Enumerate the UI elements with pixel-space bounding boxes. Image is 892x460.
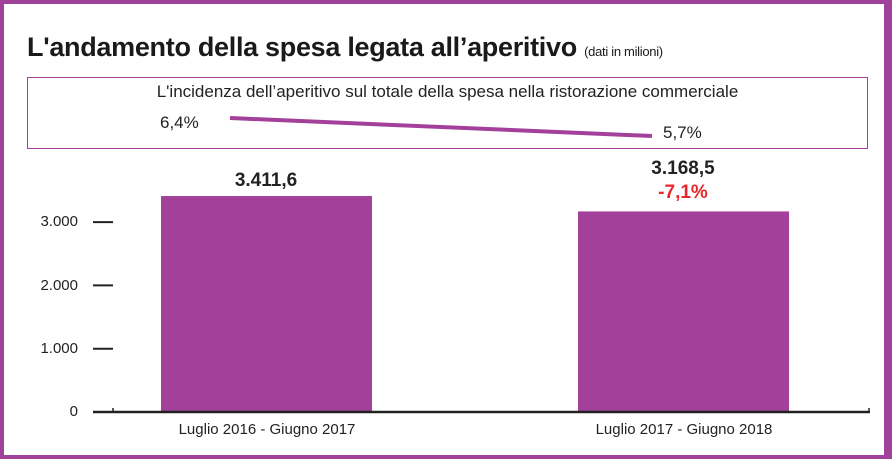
category-label-1: Luglio 2016 - Giugno 2017 <box>178 421 356 438</box>
bar-2 <box>578 211 789 412</box>
bar-value-label-2: 3.168,5 <box>651 158 715 179</box>
inset-label-2: 5,7% <box>663 123 702 142</box>
chart-title: L'andamento della spesa legata all’aperi… <box>27 32 663 63</box>
bar-1 <box>161 196 372 412</box>
inset-box: L'incidenza dell’aperitivo sul totale de… <box>27 77 868 149</box>
inset-label-1: 6,4% <box>160 113 199 132</box>
category-label-2: Luglio 2017 - Giugno 2018 <box>595 421 773 438</box>
ytick-0: 0 <box>69 403 78 420</box>
inset-trend-line <box>229 116 653 138</box>
ytick-3000: 3.000 <box>40 213 78 230</box>
ytick-1000: 1.000 <box>40 340 78 357</box>
inset-title: L'incidenza dell’aperitivo sul totale de… <box>156 82 739 101</box>
title-text: L'andamento della spesa legata all’aperi… <box>27 32 577 62</box>
change-label: -7,1% <box>658 182 708 203</box>
bar-value-label-1: 3.411,6 <box>234 170 298 191</box>
ytick-2000: 2.000 <box>40 277 78 294</box>
subtitle: (dati in milioni) <box>584 44 663 59</box>
